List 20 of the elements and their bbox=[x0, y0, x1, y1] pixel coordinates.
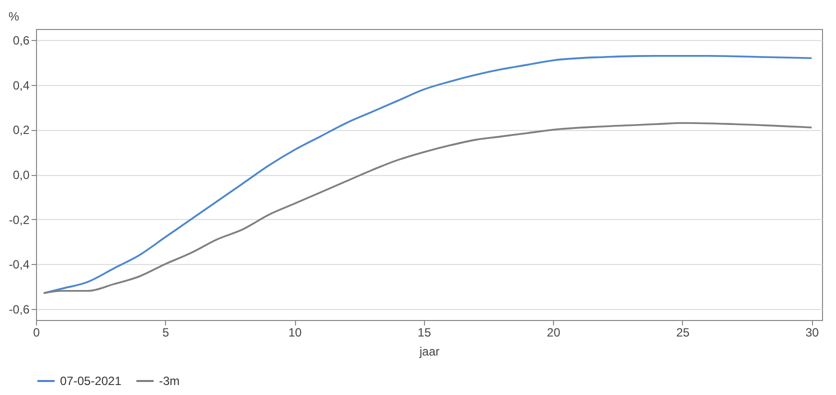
y-tick-label: 0,4 bbox=[12, 78, 30, 92]
line-series bbox=[42, 54, 813, 294]
legend-label: 07-05-2021 bbox=[60, 374, 122, 388]
x-tick-label: 5 bbox=[162, 326, 170, 340]
legend-label: -3m bbox=[159, 374, 180, 388]
y-tick-label: -0,6 bbox=[8, 302, 30, 316]
y-tick-label: -0,2 bbox=[8, 212, 30, 227]
x-tick-label: 15 bbox=[418, 326, 432, 340]
x-tick-label: 30 bbox=[805, 326, 820, 340]
y-tick-label: 0,6 bbox=[12, 34, 30, 48]
y-axis-title: % bbox=[8, 10, 20, 24]
y-tick-label: 0,2 bbox=[12, 123, 30, 138]
x-tick-label: 20 bbox=[546, 326, 561, 340]
x-tick-label: 0 bbox=[33, 326, 40, 340]
x-tick-label: 10 bbox=[288, 326, 302, 340]
x-tick-label: 25 bbox=[676, 326, 690, 340]
y-tick-label: 0,0 bbox=[12, 168, 30, 182]
line-series bbox=[42, 122, 813, 294]
x-axis-title: jaar bbox=[418, 344, 440, 358]
y-tick-label: -0,4 bbox=[8, 258, 30, 272]
